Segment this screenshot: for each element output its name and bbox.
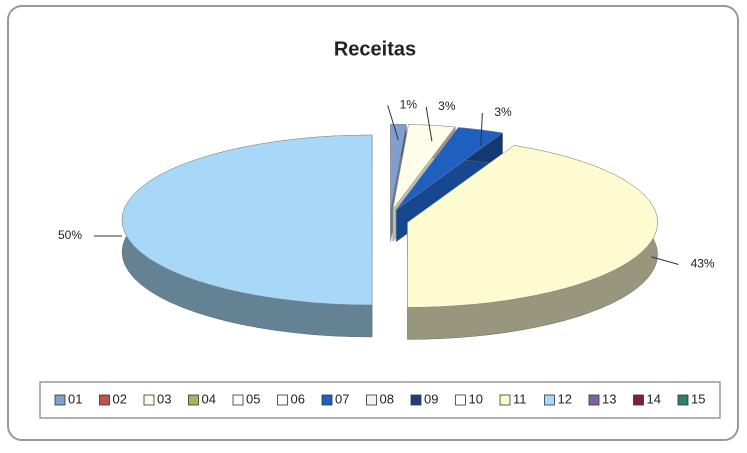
chart-title: Receitas <box>334 38 416 60</box>
data-label: 3% <box>438 99 456 113</box>
legend-label: 06 <box>291 391 305 406</box>
legend-label: 12 <box>558 391 572 406</box>
legend-swatch <box>100 395 110 405</box>
legend-label: 04 <box>202 391 216 406</box>
legend-swatch <box>233 395 243 405</box>
legend-swatch <box>411 395 421 405</box>
data-label: 3% <box>494 105 512 119</box>
legend-label: 14 <box>647 391 661 406</box>
legend-label: 07 <box>335 391 349 406</box>
legend-label: 03 <box>157 391 171 406</box>
legend-label: 02 <box>113 391 127 406</box>
legend-swatch <box>367 395 377 405</box>
legend-swatch <box>634 395 644 405</box>
legend-label: 15 <box>691 391 705 406</box>
legend-swatch <box>456 395 466 405</box>
legend-label: 08 <box>380 391 394 406</box>
legend-label: 09 <box>424 391 438 406</box>
data-label: 1% <box>400 97 418 111</box>
legend-label: 13 <box>602 391 616 406</box>
legend-swatch <box>55 395 65 405</box>
legend-swatch <box>144 395 154 405</box>
legend-label: 01 <box>68 391 82 406</box>
legend-label: 11 <box>513 391 527 406</box>
legend-swatch <box>545 395 555 405</box>
legend-label: 10 <box>469 391 483 406</box>
legend-swatch <box>589 395 599 405</box>
legend-swatch <box>189 395 199 405</box>
legend-swatch <box>278 395 288 405</box>
data-label: 43% <box>691 257 715 271</box>
legend-swatch <box>500 395 510 405</box>
legend-swatch <box>678 395 688 405</box>
data-label: 50% <box>58 228 82 242</box>
legend-label: 05 <box>246 391 260 406</box>
legend-swatch <box>322 395 332 405</box>
